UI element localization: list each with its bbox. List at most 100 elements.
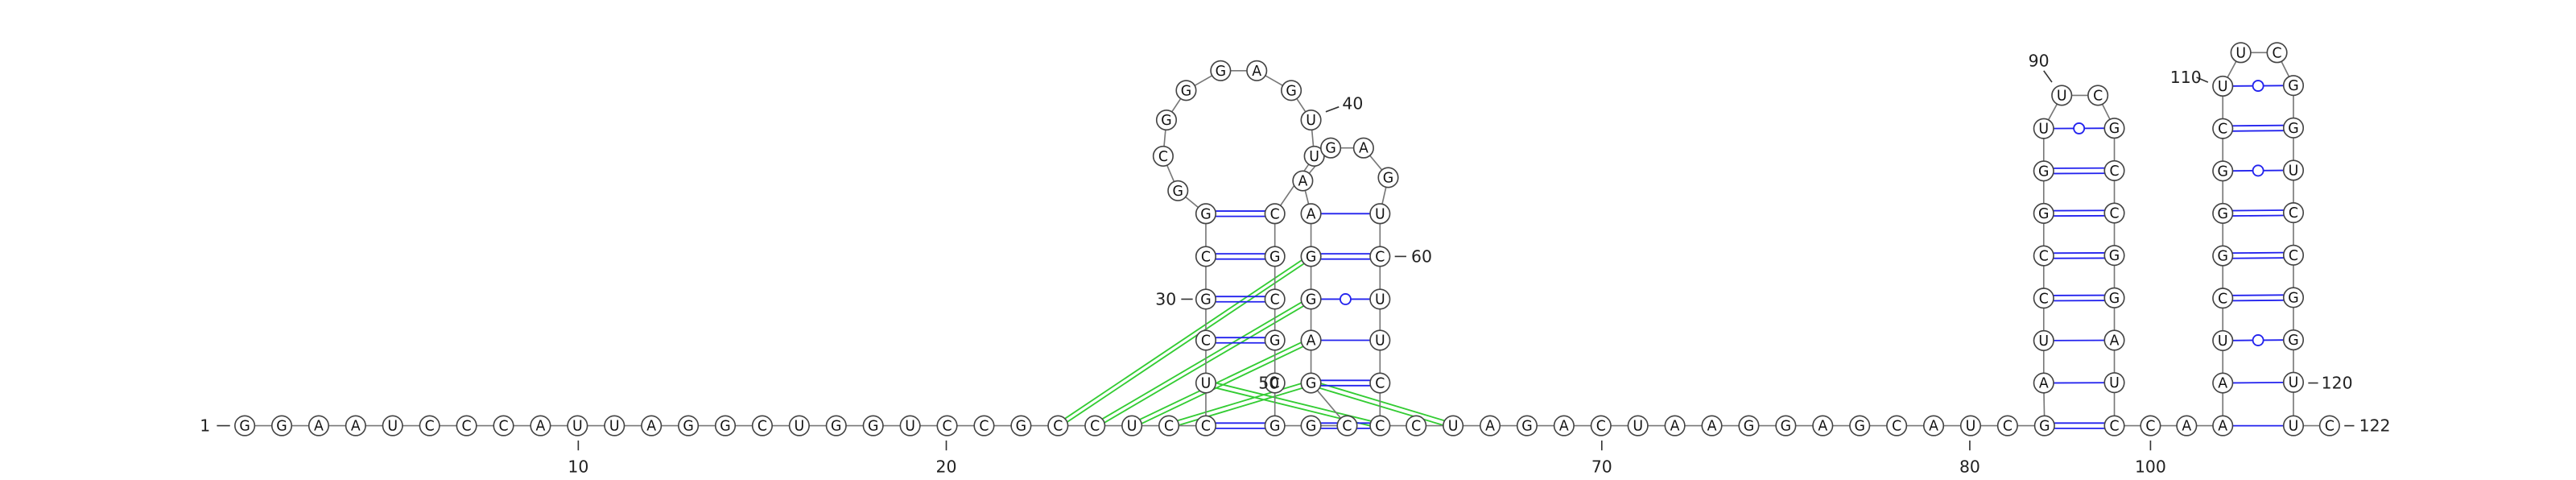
nucleotide: C [425, 419, 435, 435]
nucleotide-node [1195, 415, 1217, 437]
nucleotide: A [1359, 141, 1368, 157]
nucleotide-node [1812, 415, 1834, 437]
nucleotide: G [1016, 419, 1026, 435]
position-number: 120 [2322, 374, 2353, 393]
nucleotide: G [2288, 78, 2298, 94]
gc-pair [2223, 294, 2293, 296]
nucleotide: A [646, 419, 656, 435]
nucleotide-node [1152, 145, 1174, 167]
nucleotide-node [234, 415, 256, 437]
nucleotide: G [831, 419, 841, 435]
nucleotide-node [1300, 415, 1322, 437]
nucleotide: G [1325, 141, 1335, 157]
nucleotide: G [2038, 163, 2049, 180]
nucleotide-node [419, 415, 440, 437]
nucleotide-node [2282, 159, 2305, 181]
nucleotide: U [2289, 163, 2299, 179]
nucleotide: G [1269, 249, 1280, 265]
nucleotide: C [1270, 206, 1280, 222]
nucleotide-node [2033, 288, 2054, 309]
nucleotide: U [1375, 333, 1385, 350]
nucleotide: C [1596, 419, 1606, 435]
nucleotide: G [868, 419, 878, 435]
nucleotide: G [2288, 121, 2298, 137]
nucleotide: U [2289, 375, 2299, 391]
gc-pair [2223, 130, 2293, 132]
nucleotide-node [1479, 415, 1501, 437]
nucleotide-node [1300, 109, 1322, 131]
nucleotide: A [2218, 376, 2227, 392]
nucleotide: G [2218, 163, 2228, 180]
nucleotide: U [2289, 419, 2299, 435]
nucleotide-node [493, 415, 514, 437]
pseudoknot-pair [1131, 341, 1311, 429]
nucleotide: G [2039, 419, 2050, 435]
nucleotide-node [1195, 288, 1217, 310]
pair-layer [1205, 80, 2293, 429]
nucleotide: C [2218, 122, 2227, 138]
nucleotide-node [382, 415, 403, 437]
nucleotide-node [1369, 372, 1391, 394]
nucleotide: G [1269, 333, 1280, 350]
nucleotide: C [2273, 45, 2282, 61]
pseudoknot-pair [1168, 384, 1311, 429]
nucleotide: U [1966, 419, 1976, 435]
nucleotide: U [2235, 45, 2246, 61]
nucleotide-node [2282, 202, 2305, 224]
nucleotide: U [2218, 79, 2228, 95]
nucleotide-node [2230, 42, 2252, 64]
nucleotide: A [2218, 419, 2227, 435]
nucleotide-node [1849, 415, 1871, 437]
nucleotide-node [2212, 329, 2234, 351]
nucleotide-node [936, 415, 958, 437]
nucleotide: A [1298, 174, 1307, 190]
nucleotide: U [2109, 375, 2120, 391]
nucleotide-node [604, 415, 625, 437]
nucleotide-node [1303, 145, 1325, 167]
position-number: 70 [1591, 457, 1612, 477]
nucleotide-node [1195, 372, 1217, 394]
nucleotide: A [1252, 64, 1261, 80]
wobble-mark [2252, 164, 2264, 177]
position-number: 90 [2029, 52, 2050, 71]
nucleotide: C [2003, 419, 2013, 435]
position-number: 122 [2359, 416, 2391, 436]
nucleotide: C [1053, 419, 1063, 435]
nucleotide-node [1959, 415, 1982, 437]
pseudoknot-pair [1205, 379, 1381, 424]
nucleotide: C [1892, 419, 1901, 435]
nucleotide: U [795, 419, 805, 435]
wobble-mark [2252, 80, 2264, 93]
nucleotide-node [899, 415, 921, 437]
nucleotide-node [1210, 60, 1232, 81]
nucleotide-node [2282, 329, 2305, 351]
nucleotide-node [2212, 288, 2234, 309]
nucleotide-node [2212, 75, 2234, 97]
nucleotide: U [1306, 113, 1316, 129]
nucleotide-node [1369, 246, 1391, 267]
nucleotide: A [535, 419, 545, 435]
pseudoknot-layer [1057, 253, 1454, 429]
nucleotide-node [1292, 170, 1314, 192]
nucleotide-node [2103, 372, 2125, 394]
nucleotide-node [714, 415, 737, 437]
nucleotide-node [2033, 202, 2054, 225]
nucleotide: C [498, 419, 508, 435]
nucleotide-node [2266, 42, 2288, 64]
nucleotide: A [1559, 419, 1569, 435]
nucleotide: A [351, 419, 361, 435]
number-tick [2196, 77, 2209, 83]
nucleotide: A [1485, 419, 1495, 435]
nucleotide-node [1195, 203, 1217, 225]
nucleotide: C [2093, 88, 2103, 104]
nucleotide-node [2282, 287, 2305, 308]
nucleotide-node [2318, 415, 2340, 437]
position-number: 30 [1155, 289, 1176, 308]
nucleotide-node [1352, 137, 1374, 159]
nucleotide: U [1375, 206, 1385, 222]
nucleotide-node [2033, 118, 2054, 139]
nucleotide-node [2033, 415, 2055, 437]
nucleotide: A [2039, 376, 2049, 392]
nucleotide: G [720, 419, 730, 435]
